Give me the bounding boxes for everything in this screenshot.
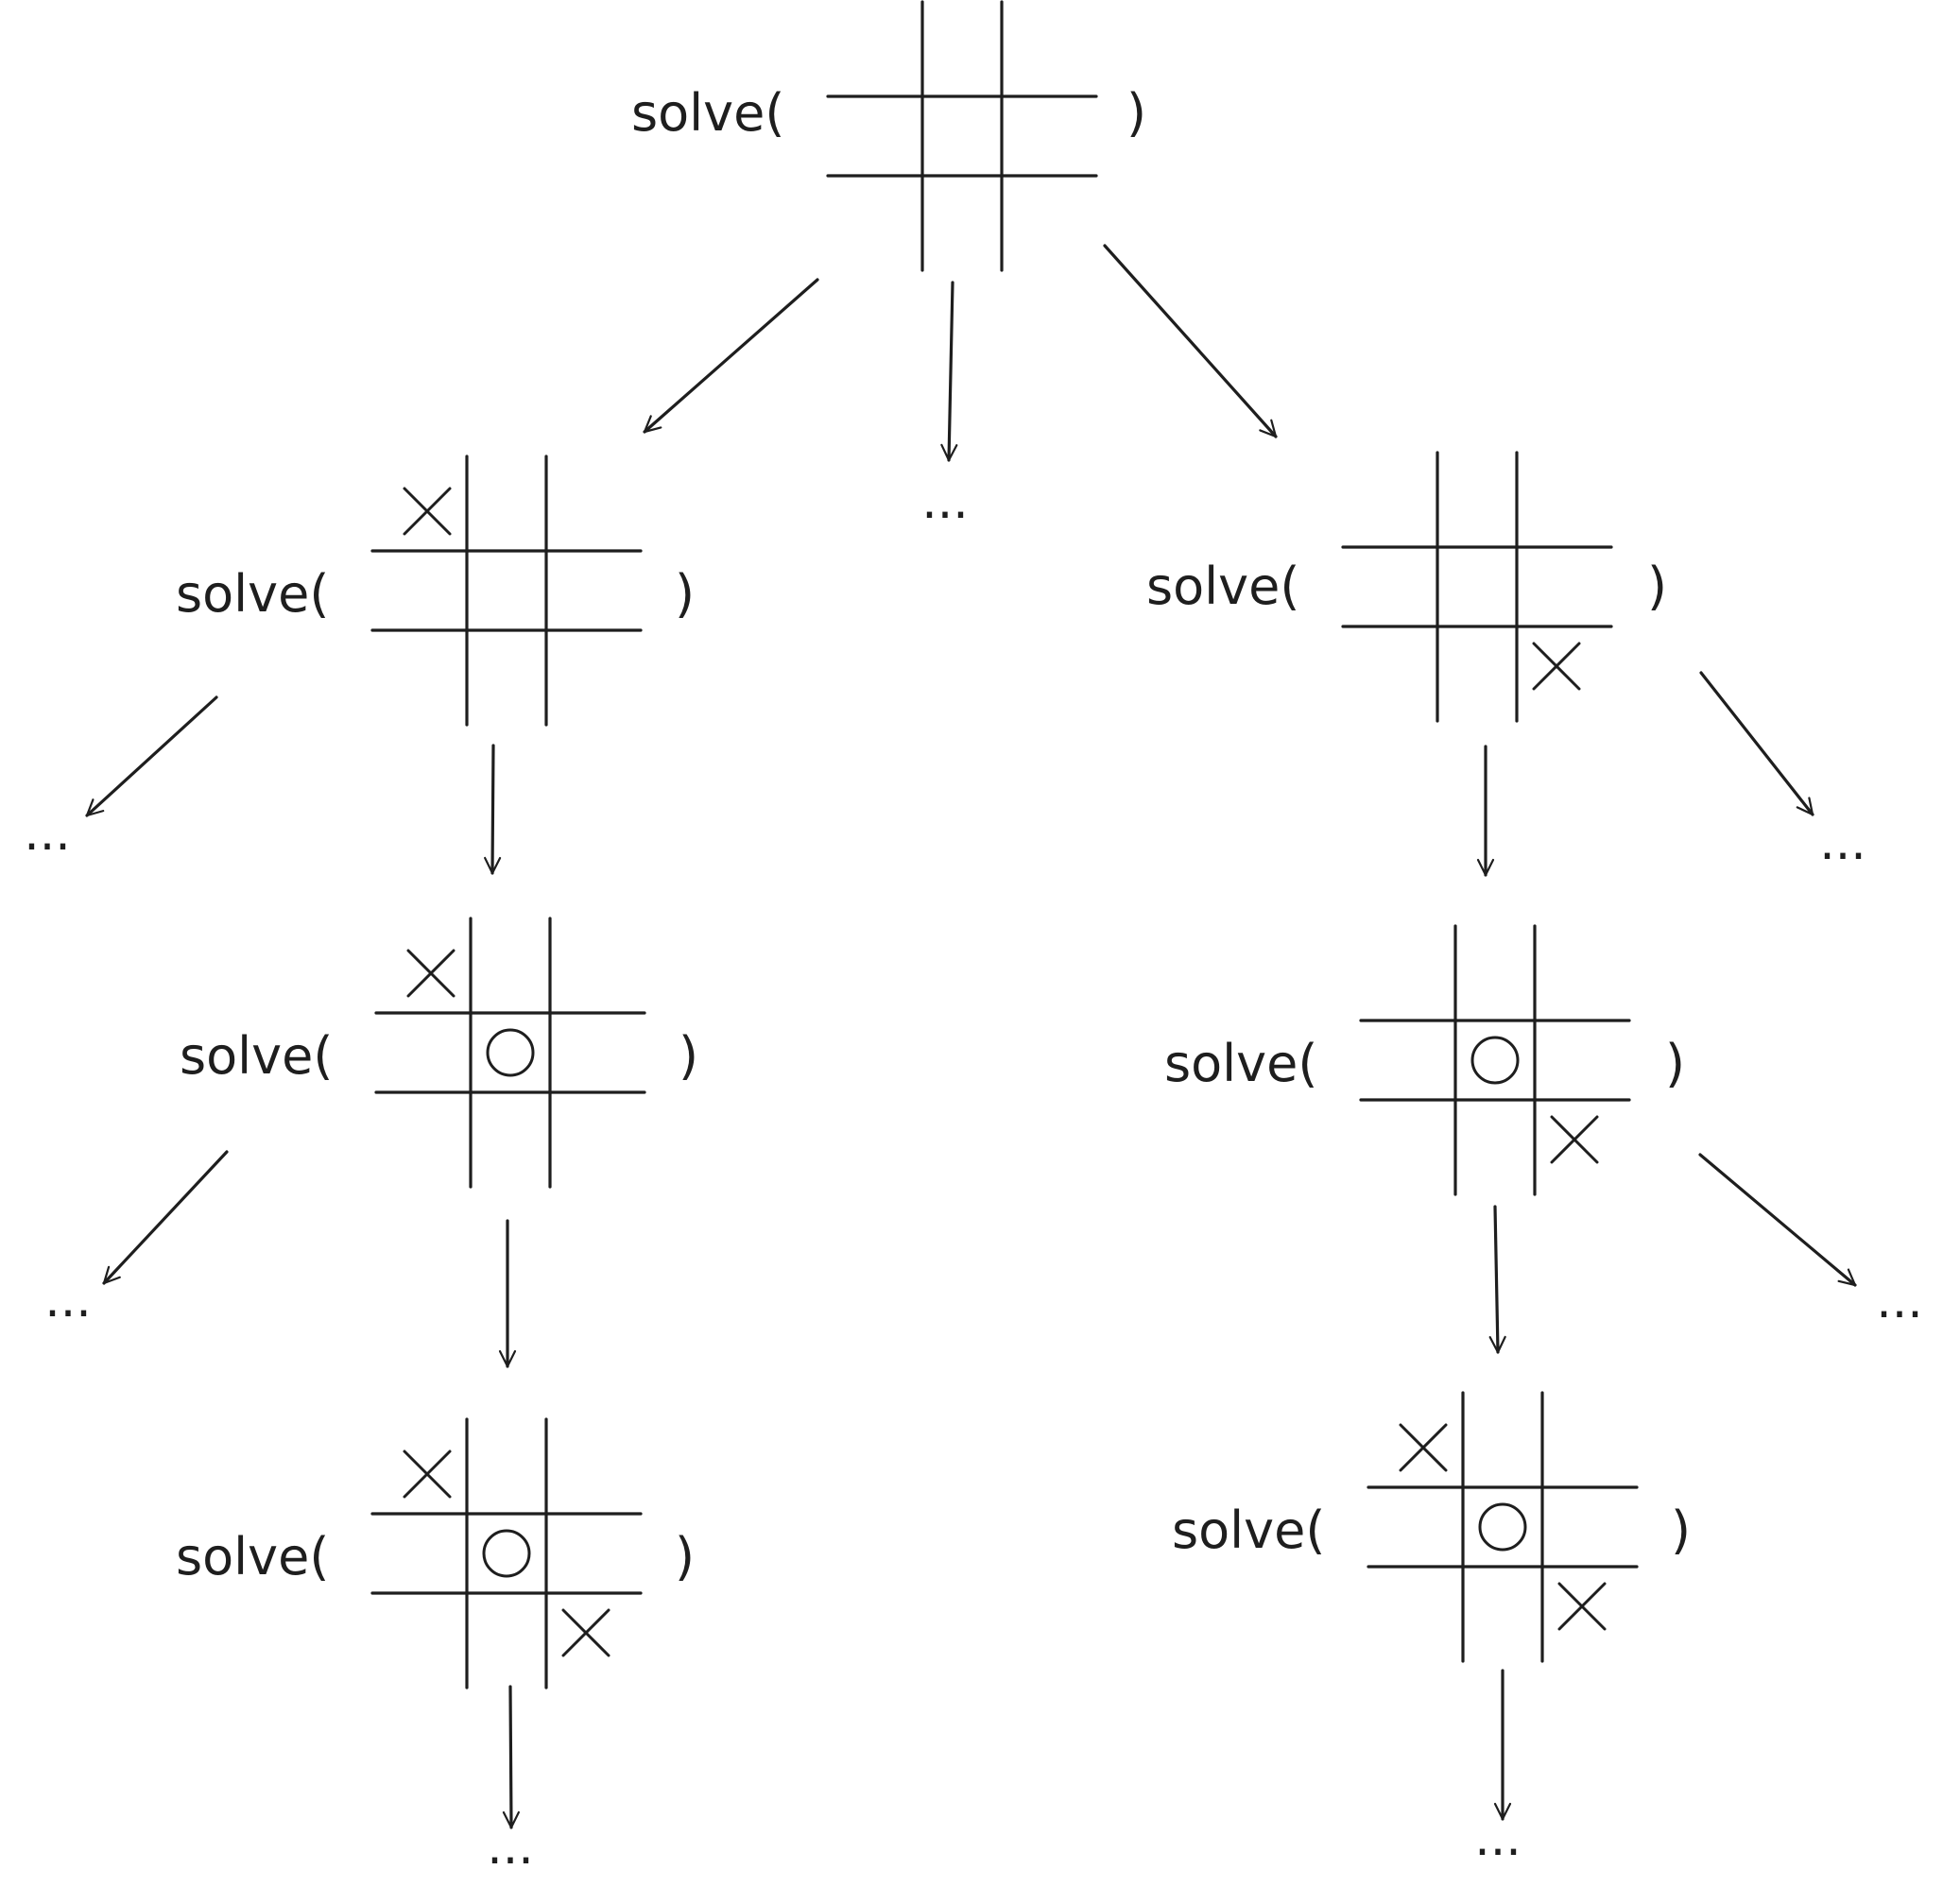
arrow-right2-to-right bbox=[1698, 1153, 1857, 1287]
ellipsis-right-2: ... bbox=[1876, 1273, 1923, 1329]
arrow-left1-to-down bbox=[484, 744, 502, 875]
arrow-root-to-right bbox=[1103, 244, 1278, 438]
node-left-3: solve( ) bbox=[176, 1417, 695, 1690]
ellipsis-right-3: ... bbox=[1474, 1810, 1522, 1867]
x-mark bbox=[1399, 1423, 1448, 1472]
x-stroke bbox=[561, 1608, 610, 1657]
arrow-right1-to-right bbox=[1699, 671, 1814, 816]
x-mark bbox=[406, 949, 456, 998]
x-stroke bbox=[403, 487, 452, 536]
ellipsis-left-2: ... bbox=[44, 1272, 92, 1329]
arrow-left2-to-left bbox=[102, 1150, 229, 1285]
x-stroke bbox=[1532, 642, 1581, 691]
node-left-2: solve( ) bbox=[180, 917, 698, 1189]
o-mark bbox=[486, 1028, 535, 1077]
ellipsis-middle: ... bbox=[921, 473, 969, 530]
x-mark bbox=[1557, 1582, 1607, 1631]
ellipsis-left-3: ... bbox=[487, 1819, 534, 1876]
solve-call-open: solve( bbox=[1146, 557, 1299, 616]
tic-tac-toe-board bbox=[370, 455, 643, 727]
solve-call-close: ) bbox=[675, 564, 695, 624]
tic-tac-toe-board bbox=[1367, 1391, 1639, 1663]
x-mark bbox=[1550, 1115, 1599, 1164]
solve-call-close: ) bbox=[1665, 1034, 1685, 1093]
arrow-root-to-left bbox=[643, 278, 819, 434]
o-mark bbox=[1478, 1502, 1527, 1552]
solve-call-close: ) bbox=[675, 1527, 695, 1587]
x-stroke bbox=[1557, 1582, 1607, 1631]
arrow-left3-to-down bbox=[502, 1685, 520, 1829]
tic-tac-toe-board bbox=[370, 1417, 643, 1690]
node-root: solve( ) bbox=[631, 0, 1146, 272]
solve-call-open: solve( bbox=[176, 1527, 329, 1587]
x-mark bbox=[403, 1449, 452, 1499]
arrow-root-to-middle bbox=[940, 281, 958, 462]
solve-call-close: ) bbox=[1647, 557, 1667, 616]
tic-tac-toe-board bbox=[374, 917, 646, 1189]
solve-call-close: ) bbox=[1671, 1501, 1691, 1560]
solve-call-open: solve( bbox=[180, 1026, 333, 1086]
arrow-right2-to-down bbox=[1488, 1205, 1506, 1354]
x-mark bbox=[1532, 642, 1581, 691]
x-stroke bbox=[403, 1449, 452, 1499]
ellipsis-left-1: ... bbox=[24, 805, 71, 862]
ellipsis-right-1: ... bbox=[1819, 815, 1866, 871]
solve-call-close: ) bbox=[679, 1026, 698, 1086]
solve-call-open: solve( bbox=[1172, 1501, 1325, 1560]
tic-tac-toe-board bbox=[1341, 451, 1613, 723]
node-left-1: solve( ) bbox=[176, 455, 695, 727]
node-right-3: solve( ) bbox=[1172, 1391, 1691, 1663]
x-stroke bbox=[406, 949, 456, 998]
arrow-left1-to-left bbox=[85, 695, 218, 817]
tic-tac-toe-board bbox=[826, 0, 1098, 272]
solve-call-open: solve( bbox=[631, 83, 784, 143]
tic-tac-toe-board bbox=[1359, 924, 1631, 1196]
solve-call-open: solve( bbox=[176, 564, 329, 624]
solve-call-open: solve( bbox=[1164, 1034, 1317, 1093]
o-mark bbox=[1470, 1036, 1520, 1085]
o-mark bbox=[482, 1529, 531, 1578]
x-mark bbox=[561, 1608, 610, 1657]
node-right-2: solve( ) bbox=[1164, 924, 1685, 1196]
x-stroke bbox=[1399, 1423, 1448, 1472]
x-stroke bbox=[1550, 1115, 1599, 1164]
solve-call-close: ) bbox=[1126, 83, 1146, 143]
node-right-1: solve( ) bbox=[1146, 451, 1667, 723]
x-mark bbox=[403, 487, 452, 536]
